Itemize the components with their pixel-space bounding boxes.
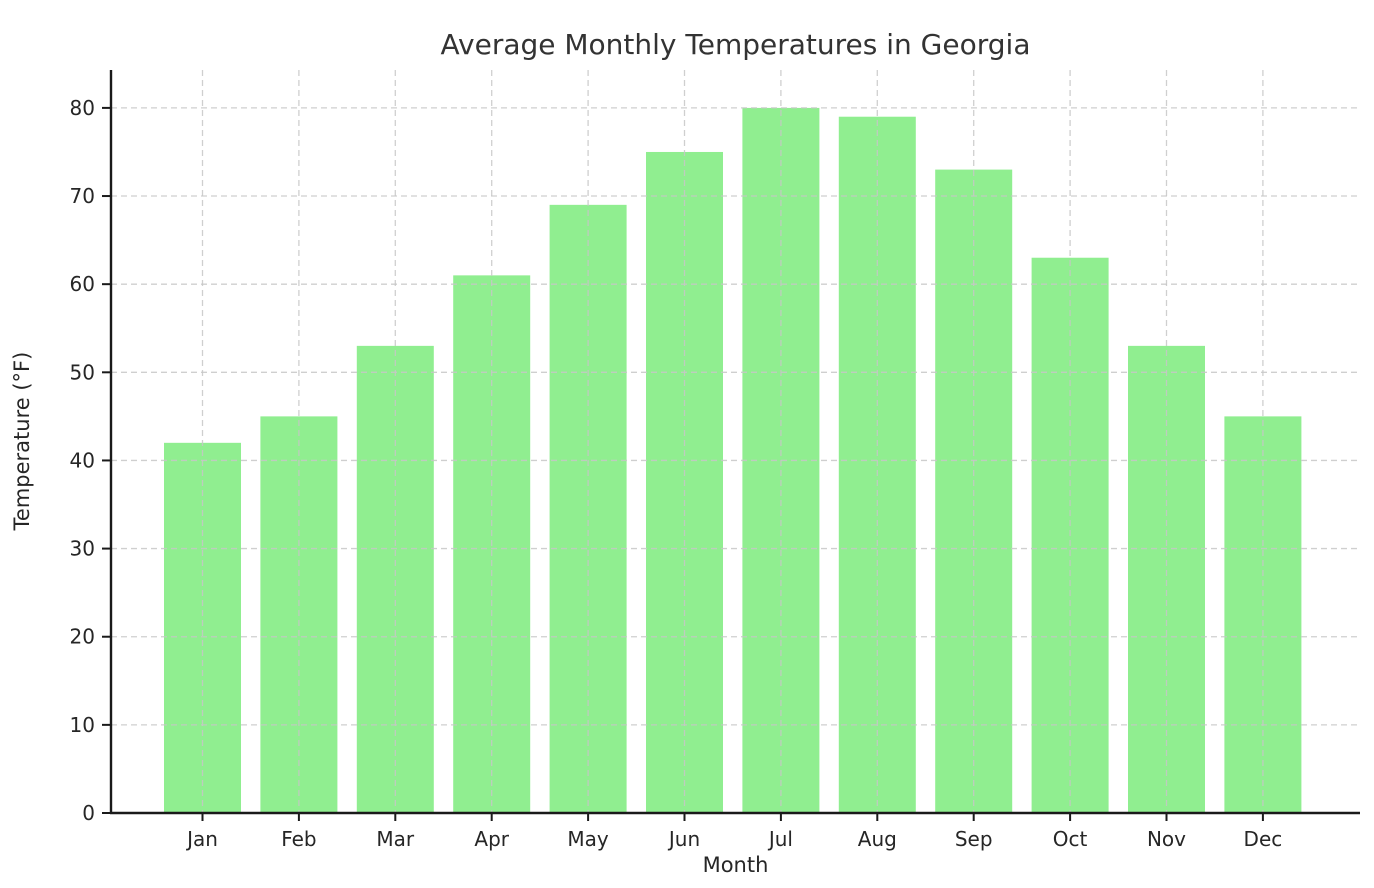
y-tick-label-0: 0 <box>82 801 95 825</box>
y-tick-label-30: 30 <box>70 537 95 561</box>
bar-jan <box>164 442 241 813</box>
x-tick-label-sep: Sep <box>955 827 993 851</box>
x-tick-label-jun: Jun <box>667 827 700 851</box>
x-tick-label-jan: Jan <box>185 827 218 851</box>
x-tick-label-may: May <box>567 827 609 851</box>
x-tick-label-dec: Dec <box>1244 827 1283 851</box>
y-tick-label-10: 10 <box>70 713 95 737</box>
y-tick-label-50: 50 <box>70 360 95 384</box>
y-tick-label-20: 20 <box>70 625 95 649</box>
x-tick-label-mar: Mar <box>376 827 415 851</box>
x-tick-label-nov: Nov <box>1147 827 1186 851</box>
y-tick-label-70: 70 <box>70 184 95 208</box>
x-axis-label: Month <box>702 853 769 877</box>
x-tick-label-apr: Apr <box>474 827 509 851</box>
y-tick-label-60: 60 <box>70 272 95 296</box>
x-tick-label-aug: Aug <box>858 827 897 851</box>
y-tick-label-80: 80 <box>70 96 95 120</box>
chart-title: Average Monthly Temperatures in Georgia <box>440 28 1031 61</box>
x-tick-label-jul: Jul <box>767 827 793 851</box>
x-tick-label-feb: Feb <box>281 827 316 851</box>
x-tick-label-oct: Oct <box>1053 827 1088 851</box>
y-tick-label-40: 40 <box>70 448 95 472</box>
